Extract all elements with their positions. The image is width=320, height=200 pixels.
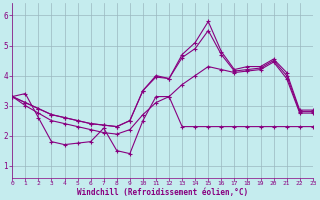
- X-axis label: Windchill (Refroidissement éolien,°C): Windchill (Refroidissement éolien,°C): [77, 188, 248, 197]
